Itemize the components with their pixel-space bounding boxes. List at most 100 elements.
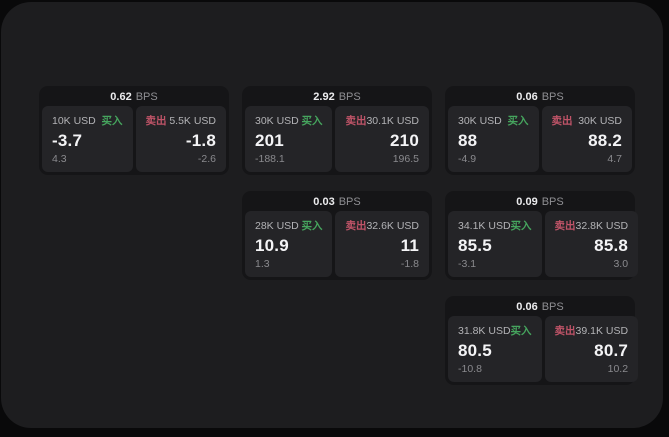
card-header: 0.62 BPS [42, 89, 226, 106]
bps-unit-label: BPS [338, 196, 361, 208]
sell-price-value: -1.8 [185, 131, 216, 150]
card-header: 0.03 BPS [245, 194, 429, 211]
sell-price-value: 85.8 [594, 236, 629, 255]
sell-tag-label: 卖出 [551, 115, 573, 127]
card-header: 2.92 BPS [245, 89, 429, 106]
bps-unit-label: BPS [541, 301, 564, 313]
sell-panel[interactable]: 卖出 32.8K USD 85.8 3.0 [544, 211, 639, 277]
sell-tag-label: 卖出 [345, 220, 367, 232]
buy-sub-value: 4.3 [52, 153, 67, 165]
buy-tag-label: 买入 [301, 115, 323, 127]
buy-panel[interactable]: 31.8K USD 买入 80.5 -10.8 [448, 316, 542, 382]
buy-panel[interactable]: 30K USD 买入 201 -188.1 [245, 106, 333, 172]
card-body: 31.8K USD 买入 80.5 -10.8 卖出 39.1K USD 80.… [448, 316, 639, 382]
buy-tag-label: 买入 [101, 115, 123, 127]
sell-panel[interactable]: 卖出 30K USD 88.2 4.7 [541, 106, 632, 172]
buy-amount-label: 34.1K USD [458, 220, 511, 232]
card-body: 34.1K USD 买入 85.5 -3.1 卖出 32.8K USD 85.8… [448, 211, 639, 277]
sell-amount-label: 30.1K USD [366, 115, 419, 127]
buy-panel-top: 34.1K USD 买入 [458, 220, 532, 232]
quote-cards-grid: 0.62 BPS 10K USD 买入 -3.7 4.3 卖出 5.5K USD… [39, 86, 639, 385]
spread-bps-value: 0.06 [516, 91, 538, 103]
sell-tag-label: 卖出 [345, 115, 367, 127]
quote-card: 0.06 BPS 30K USD 买入 88 -4.9 卖出 30K USD 8… [445, 86, 635, 175]
sell-panel[interactable]: 卖出 39.1K USD 80.7 10.2 [544, 316, 639, 382]
quote-card: 0.03 BPS 28K USD 买入 10.9 1.3 卖出 32.6K US… [242, 191, 432, 280]
buy-panel[interactable]: 10K USD 买入 -3.7 4.3 [42, 106, 133, 172]
sell-sub-value: 4.7 [607, 153, 622, 165]
sell-sub-value: 196.5 [392, 153, 419, 165]
spread-bps-value: 2.92 [313, 91, 335, 103]
buy-panel-top: 30K USD 买入 [458, 115, 529, 127]
buy-amount-label: 28K USD [255, 220, 299, 232]
buy-price-value: 10.9 [255, 236, 289, 255]
quote-card: 0.06 BPS 31.8K USD 买入 80.5 -10.8 卖出 39.1… [445, 296, 639, 385]
buy-amount-label: 30K USD [458, 115, 502, 127]
buy-sub-value: -3.1 [458, 258, 477, 270]
buy-price-value: -3.7 [52, 131, 83, 150]
card-header: 0.06 BPS [448, 89, 632, 106]
quote-card: 0.62 BPS 10K USD 买入 -3.7 4.3 卖出 5.5K USD… [39, 86, 229, 175]
buy-panel[interactable]: 28K USD 买入 10.9 1.3 [245, 211, 333, 277]
buy-sub-value: 1.3 [255, 258, 270, 270]
spread-bps-value: 0.09 [516, 196, 538, 208]
sell-tag-label: 卖出 [145, 115, 167, 127]
buy-price-value: 85.5 [458, 236, 492, 255]
buy-panel[interactable]: 34.1K USD 买入 85.5 -3.1 [448, 211, 542, 277]
buy-sub-value: -4.9 [458, 153, 477, 165]
buy-sub-value: -188.1 [255, 153, 285, 165]
bps-unit-label: BPS [541, 91, 564, 103]
sell-amount-label: 32.6K USD [366, 220, 419, 232]
sell-sub-value: -2.6 [197, 153, 216, 165]
buy-tag-label: 买入 [510, 220, 532, 232]
bps-unit-label: BPS [135, 91, 158, 103]
bps-unit-label: BPS [338, 91, 361, 103]
card-body: 30K USD 买入 88 -4.9 卖出 30K USD 88.2 4.7 [448, 106, 632, 172]
buy-sub-value: -10.8 [458, 363, 482, 375]
buy-amount-label: 10K USD [52, 115, 96, 127]
sell-amount-label: 32.8K USD [575, 220, 629, 232]
app-page: 0.62 BPS 10K USD 买入 -3.7 4.3 卖出 5.5K USD… [1, 2, 663, 428]
sell-price-value: 210 [390, 131, 419, 150]
spread-bps-value: 0.06 [516, 301, 538, 313]
buy-price-value: 201 [255, 131, 284, 150]
buy-price-value: 80.5 [458, 341, 492, 360]
sell-price-value: 80.7 [594, 341, 629, 360]
buy-price-value: 88 [458, 131, 478, 150]
sell-tag-label: 卖出 [554, 220, 576, 232]
buy-panel-top: 31.8K USD 买入 [458, 325, 532, 337]
quote-card: 2.92 BPS 30K USD 买入 201 -188.1 卖出 30.1K … [242, 86, 432, 175]
sell-sub-value: 3.0 [613, 258, 629, 270]
sell-panel-top: 卖出 5.5K USD [146, 115, 217, 127]
sell-tag-label: 卖出 [554, 325, 576, 337]
sell-panel-top: 卖出 32.8K USD [555, 220, 629, 232]
sell-panel-top: 卖出 32.6K USD [345, 220, 419, 232]
buy-panel[interactable]: 30K USD 买入 88 -4.9 [448, 106, 539, 172]
sell-sub-value: 10.2 [607, 363, 629, 375]
buy-panel-top: 30K USD 买入 [255, 115, 322, 127]
sell-sub-value: -1.8 [400, 258, 419, 270]
buy-tag-label: 买入 [507, 115, 529, 127]
buy-panel-top: 10K USD 买入 [52, 115, 123, 127]
sell-amount-label: 30K USD [578, 115, 622, 127]
card-header: 0.06 BPS [448, 299, 632, 316]
sell-panel-top: 卖出 39.1K USD [555, 325, 629, 337]
sell-panel-top: 卖出 30K USD [552, 115, 623, 127]
spread-bps-value: 0.62 [110, 91, 132, 103]
card-body: 28K USD 买入 10.9 1.3 卖出 32.6K USD 11 -1.8 [245, 211, 429, 277]
sell-amount-label: 5.5K USD [169, 115, 216, 127]
buy-tag-label: 买入 [510, 325, 532, 337]
card-header: 0.09 BPS [448, 194, 632, 211]
buy-amount-label: 31.8K USD [458, 325, 511, 337]
buy-tag-label: 买入 [301, 220, 323, 232]
sell-panel-top: 卖出 30.1K USD [345, 115, 419, 127]
card-body: 30K USD 买入 201 -188.1 卖出 30.1K USD 210 1… [245, 106, 429, 172]
sell-panel[interactable]: 卖出 30.1K USD 210 196.5 [335, 106, 429, 172]
bps-unit-label: BPS [541, 196, 564, 208]
sell-panel[interactable]: 卖出 32.6K USD 11 -1.8 [335, 211, 429, 277]
spread-bps-value: 0.03 [313, 196, 335, 208]
card-body: 10K USD 买入 -3.7 4.3 卖出 5.5K USD -1.8 -2.… [42, 106, 226, 172]
sell-panel[interactable]: 卖出 5.5K USD -1.8 -2.6 [135, 106, 226, 172]
quote-card: 0.09 BPS 34.1K USD 买入 85.5 -3.1 卖出 32.8K… [445, 191, 639, 280]
sell-amount-label: 39.1K USD [575, 325, 629, 337]
